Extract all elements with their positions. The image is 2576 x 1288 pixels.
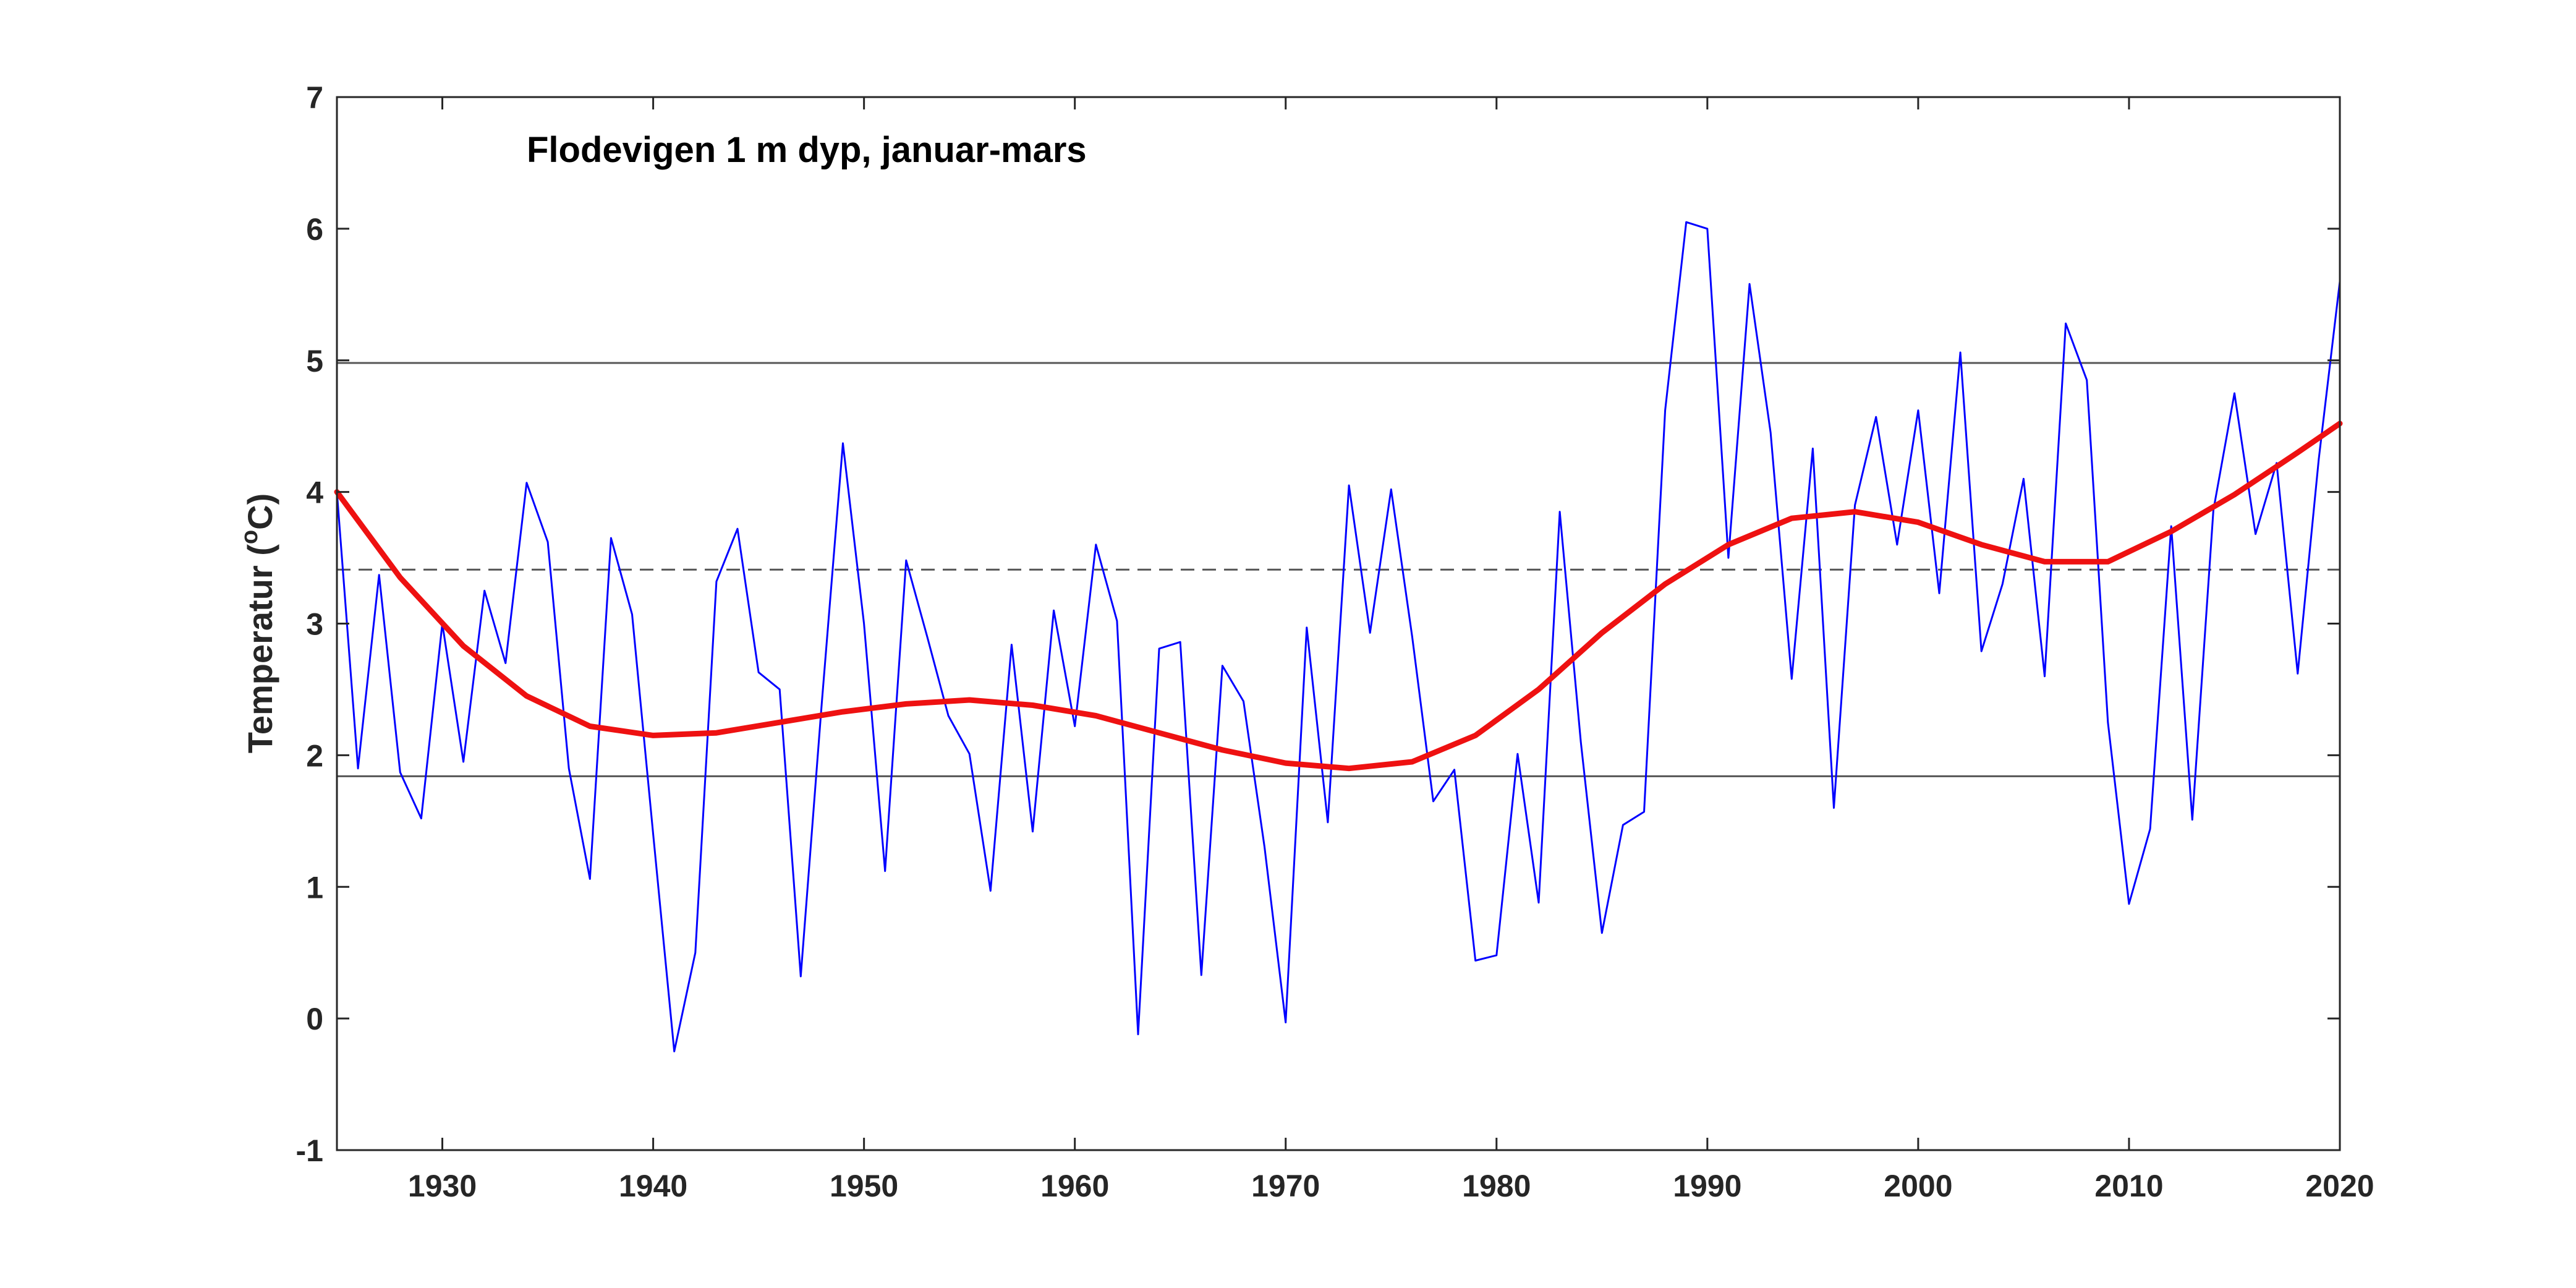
y-tick-label: 1 bbox=[306, 870, 323, 905]
x-tick-label: 2000 bbox=[1884, 1169, 1952, 1203]
y-tick-label: 3 bbox=[306, 607, 323, 642]
x-tick-labels: 1930 1940 1950 1960 1970 1980 1990 2000 2010 2020 bbox=[408, 1169, 2374, 1203]
y-axis-title: Temperatur (oC) bbox=[237, 493, 279, 753]
x-tick-label: 1960 bbox=[1040, 1169, 1109, 1203]
x-tick-label: 1970 bbox=[1251, 1169, 1320, 1203]
x-tick-label: 2010 bbox=[2094, 1169, 2163, 1203]
chart-title: Flodevigen 1 m dyp, januar-mars bbox=[527, 130, 1087, 170]
y-axis-title-unit: C) bbox=[240, 493, 279, 530]
x-tick-label: 1930 bbox=[408, 1169, 477, 1203]
x-tick-label: 1980 bbox=[1462, 1169, 1531, 1203]
series-line-annual-temperature bbox=[336, 221, 2341, 1052]
x-tick-label: 1990 bbox=[1673, 1169, 1741, 1203]
y-axis-title-superscript: o bbox=[237, 530, 263, 544]
series-layer bbox=[334, 221, 2343, 1052]
y-tick-label: 5 bbox=[306, 344, 323, 378]
y-tick-label: 7 bbox=[306, 80, 323, 115]
y-tick-label: 6 bbox=[306, 212, 323, 247]
x-tick-label: 1940 bbox=[619, 1169, 687, 1203]
y-tick-labels: -1 0 1 2 3 4 5 6 7 bbox=[296, 80, 324, 1168]
x-tick-label: 2020 bbox=[2305, 1169, 2374, 1203]
y-axis-title-main: Temperatur ( bbox=[240, 544, 279, 753]
y-tick-label: 4 bbox=[306, 476, 323, 510]
y-tick-label: -1 bbox=[296, 1133, 323, 1168]
y-tick-label: 0 bbox=[306, 1002, 323, 1036]
y-tick-label: 2 bbox=[306, 738, 323, 773]
x-tick-label: 1950 bbox=[830, 1169, 898, 1203]
axis-ticks bbox=[337, 96, 2341, 1151]
reference-lines bbox=[337, 362, 2340, 777]
series-line-smoothed-trend bbox=[334, 420, 2343, 772]
